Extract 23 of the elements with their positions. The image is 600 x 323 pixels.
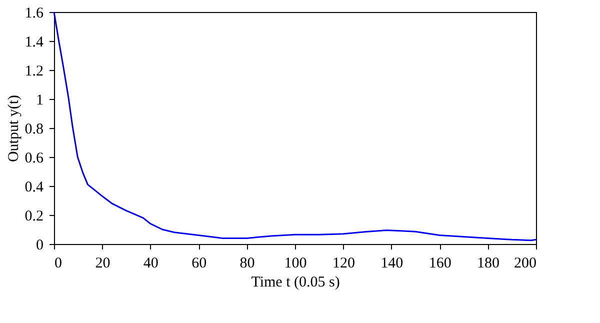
x-tick-label: 40 [143,256,158,272]
x-tick-label: 60 [192,256,207,272]
y-tick-label: 0 [36,238,44,254]
x-tick-label: 160 [428,256,452,272]
y-tick-label: 1.2 [24,64,44,80]
y-tick-label: 1.6 [24,6,44,22]
x-tick-label: 200 [514,256,536,272]
x-tick-label: 100 [284,256,307,272]
x-tick-label: 180 [477,256,500,272]
y-axis-title: Output y(t) [6,94,22,162]
y-tick-label: 0.8 [24,122,44,138]
y-tick-label: 0.6 [24,150,44,166]
y-tick-label: 1.4 [24,34,44,50]
x-tick-label: 80 [240,256,255,272]
line-series [53,11,537,242]
x-tick-label: 20 [95,256,110,272]
y-tick-label: 0.2 [24,208,44,224]
x-axis-title: Time t (0.05 s) [251,274,340,290]
x-tick-label: 120 [332,256,355,272]
y-tick-label: 0.4 [24,180,44,196]
y-tick-label: 1 [36,92,44,108]
x-tick-label: 0 [54,256,62,272]
x-tick-label: 140 [380,256,404,272]
